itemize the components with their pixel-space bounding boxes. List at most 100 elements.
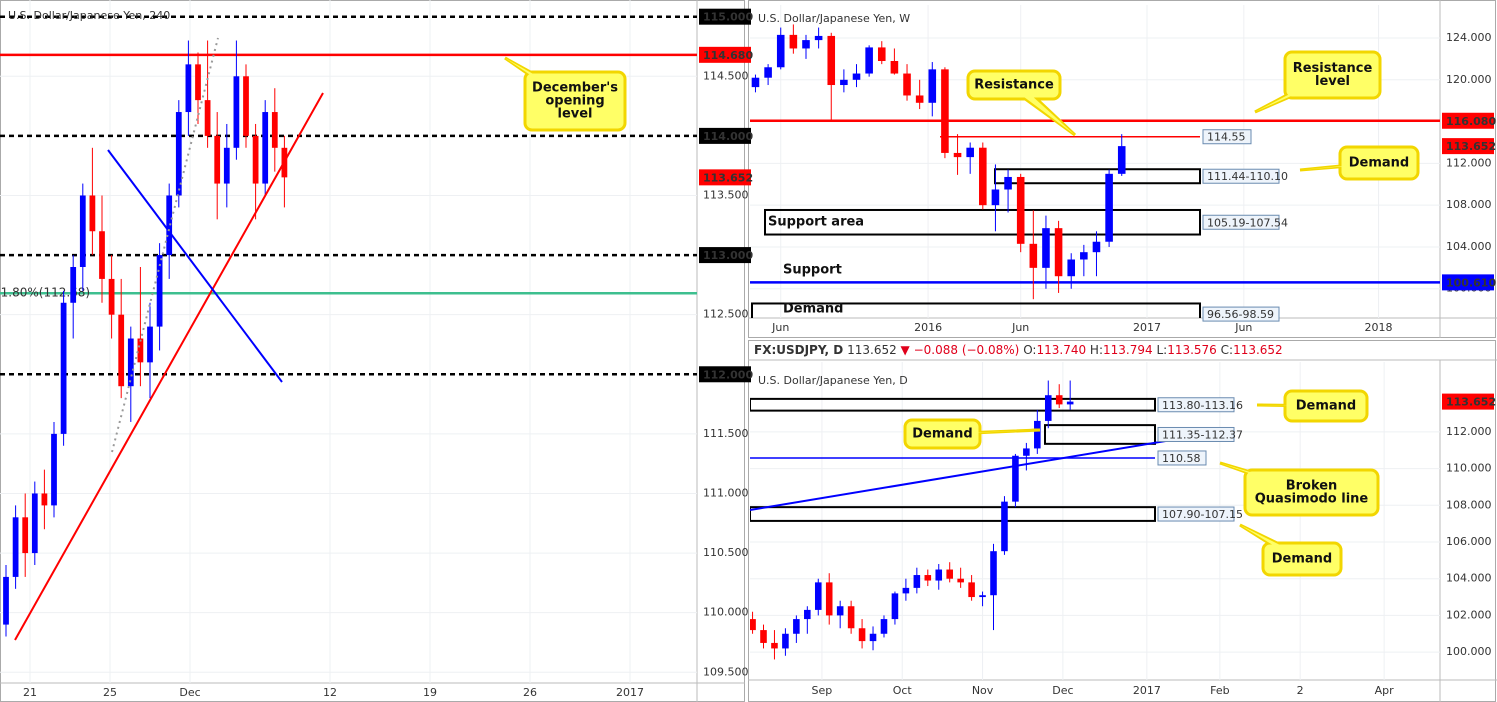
callout-pointer-fill bbox=[1300, 163, 1385, 170]
y-tick-label: 114.500 bbox=[703, 69, 749, 82]
candle-body bbox=[1067, 259, 1076, 277]
candle-body bbox=[41, 493, 48, 506]
candle-body bbox=[847, 606, 855, 629]
y-tick-label: 110.000 bbox=[703, 606, 749, 619]
candle-body bbox=[1016, 176, 1025, 244]
price-label-bg bbox=[1442, 393, 1494, 410]
callout: Demand bbox=[903, 418, 1041, 450]
x-tick-label: 2016 bbox=[914, 321, 942, 334]
zone-label: 107.90-107.15 bbox=[1162, 508, 1243, 521]
candle-body bbox=[771, 642, 778, 649]
x-tick-label: Feb bbox=[1210, 684, 1229, 697]
y-tick-label: 106.000 bbox=[1446, 535, 1492, 548]
candle-body bbox=[968, 582, 975, 598]
price-label: 113.652 bbox=[1446, 396, 1496, 409]
candle-body bbox=[750, 619, 756, 631]
last: 113.652 bbox=[847, 343, 897, 357]
price-label: 115.000 bbox=[703, 11, 753, 24]
candle-body bbox=[890, 60, 899, 74]
candle-body bbox=[1023, 448, 1030, 456]
y-tick-label: 111.500 bbox=[703, 427, 749, 440]
price-label-bg bbox=[699, 8, 751, 25]
y-tick-label: 112.500 bbox=[703, 308, 749, 321]
candle-body bbox=[1080, 252, 1088, 260]
candle-body bbox=[935, 569, 943, 581]
x-tick-label: Nov bbox=[972, 684, 994, 697]
candle-body bbox=[902, 587, 910, 594]
candle-body bbox=[915, 95, 924, 103]
candle-body bbox=[195, 64, 201, 101]
candle-body bbox=[156, 255, 163, 327]
candle-body bbox=[22, 517, 29, 554]
y-tick-label: 102.000 bbox=[1446, 608, 1492, 621]
candle-body bbox=[1034, 420, 1041, 449]
candle-body bbox=[1042, 228, 1050, 268]
price-label: 116.080 bbox=[1446, 115, 1496, 128]
x-tick-label: 2 bbox=[1297, 684, 1304, 697]
price-label: 114.680 bbox=[703, 49, 753, 62]
candle-body bbox=[3, 576, 9, 625]
ohlc-label: O: bbox=[1023, 343, 1036, 357]
candle-body bbox=[271, 112, 278, 148]
candle-body bbox=[262, 112, 269, 184]
callout-text: level bbox=[557, 107, 592, 122]
y-tick-label: 111.000 bbox=[703, 486, 749, 499]
level-label: 110.58 bbox=[1162, 452, 1201, 465]
chart-title: U.S. Dollar/Japanese Yen, W bbox=[758, 12, 910, 25]
candle-body bbox=[946, 569, 953, 579]
candle-body bbox=[751, 77, 760, 88]
zone-label: 113.80-113.16 bbox=[1162, 399, 1243, 412]
callout-text: Demand bbox=[1272, 552, 1333, 567]
candle-body bbox=[865, 47, 873, 74]
callout-text: level bbox=[1315, 74, 1350, 89]
y-tick-label: 120.000 bbox=[1446, 73, 1492, 86]
level-label: 114.55 bbox=[1207, 131, 1246, 144]
candle-body bbox=[127, 338, 134, 387]
callout-text: Demand bbox=[1349, 156, 1410, 171]
candle-body bbox=[60, 302, 67, 434]
y-tick-label: 124.000 bbox=[1446, 31, 1492, 44]
price-label: 113.652 bbox=[1446, 140, 1496, 153]
candle-body bbox=[966, 147, 974, 158]
y-tick-label: 108.000 bbox=[1446, 198, 1492, 211]
x-tick-label: 25 bbox=[103, 686, 117, 699]
candle-body bbox=[1054, 228, 1063, 277]
callout-text: Resistance bbox=[1293, 61, 1373, 76]
plot: 61.80%(112.68) bbox=[0, 0, 697, 683]
candle-body bbox=[979, 147, 987, 206]
candle-body bbox=[118, 314, 125, 387]
y-tick-label: 110.500 bbox=[703, 546, 749, 559]
change: ▼ −0.088 (−0.08%) bbox=[901, 343, 1020, 357]
price-label-bg bbox=[699, 127, 751, 144]
zone bbox=[764, 208, 1201, 236]
x-tick-label: 12 bbox=[323, 686, 337, 699]
x-tick-label: 21 bbox=[23, 686, 37, 699]
price-label-bg bbox=[699, 366, 751, 383]
candle-body bbox=[760, 630, 767, 643]
zone bbox=[1044, 424, 1156, 445]
x-tick-label: 26 bbox=[523, 686, 537, 699]
candle-body bbox=[233, 76, 240, 148]
candle-body bbox=[802, 40, 810, 49]
candle-body bbox=[814, 35, 823, 41]
candle-body bbox=[1012, 455, 1019, 502]
candle-body bbox=[185, 64, 192, 113]
candle-body bbox=[1105, 173, 1113, 242]
candle-body bbox=[877, 47, 886, 61]
x-tick-label: Jun bbox=[1234, 321, 1252, 334]
candle-body bbox=[764, 67, 772, 78]
ohlc-label: C: bbox=[1221, 343, 1233, 357]
price-label-bg bbox=[1442, 138, 1494, 155]
ohlc-value: 113.652 bbox=[1233, 343, 1283, 357]
candle-body bbox=[89, 195, 96, 232]
candle-body bbox=[776, 34, 785, 68]
candle-body bbox=[827, 35, 836, 86]
candle-body bbox=[108, 278, 115, 315]
candle-body bbox=[1029, 243, 1038, 268]
price-label: 114.000 bbox=[703, 130, 753, 143]
y-tick-label: 100.000 bbox=[1446, 645, 1492, 658]
y-tick-label: 104.000 bbox=[1446, 240, 1492, 253]
y-tick-label: 110.000 bbox=[1446, 462, 1492, 475]
